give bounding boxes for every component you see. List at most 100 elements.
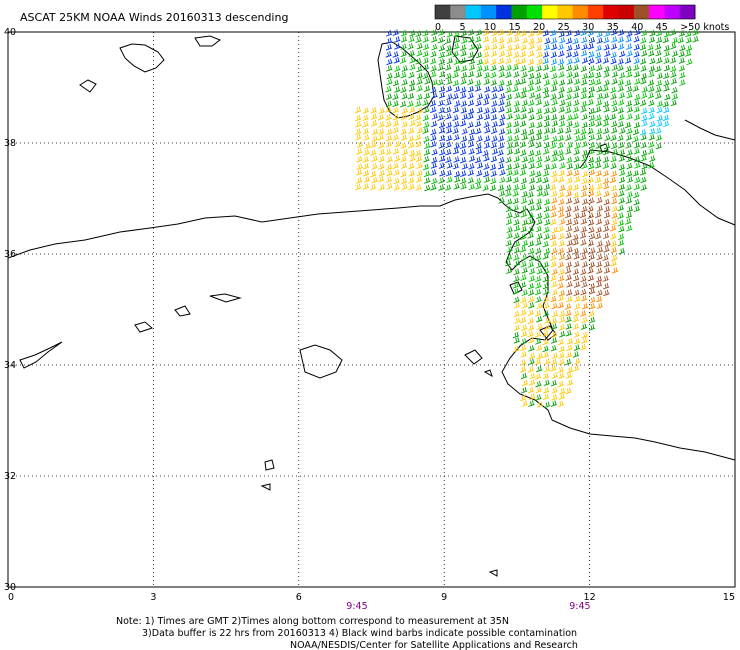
wind-barb [505, 267, 513, 274]
wind-barb [513, 51, 520, 59]
wind-barb [678, 50, 685, 58]
wind-barb [544, 358, 551, 365]
wind-barb [392, 126, 399, 134]
wind-barb [400, 162, 408, 170]
wind-barb [445, 50, 452, 57]
wind-barb [370, 141, 377, 148]
wind-barb [543, 120, 551, 128]
wind-barb [587, 127, 594, 135]
wind-barb [483, 107, 490, 114]
wind-barb [528, 50, 535, 57]
wind-barb [520, 260, 527, 268]
wind-barb [566, 218, 573, 226]
wind-barb [542, 338, 549, 346]
wind-barb [573, 260, 580, 268]
wind-barb [536, 218, 543, 225]
wind-barb [393, 184, 400, 191]
wind-barb [385, 163, 393, 171]
wind-barb [625, 43, 633, 50]
wind-barb [400, 71, 407, 79]
wind-barb [438, 155, 446, 162]
wind-barb [521, 267, 528, 274]
wind-barb [565, 93, 572, 101]
wind-barb [589, 316, 596, 324]
wind-barb [527, 58, 535, 66]
wind-barb [409, 63, 416, 71]
wind-barb [595, 51, 602, 59]
wind-barb [512, 282, 519, 289]
wind-barb [581, 113, 588, 121]
wind-barb [520, 344, 527, 351]
wind-barb [558, 268, 565, 276]
wind-barb [572, 106, 579, 113]
wind-barb [542, 176, 549, 184]
wind-barb [498, 128, 506, 135]
wind-barb [603, 219, 610, 226]
wind-barb [446, 30, 454, 38]
wind-barb [581, 121, 588, 129]
wind-barb [685, 44, 693, 52]
wind-barb [603, 127, 610, 135]
wind-barb [520, 65, 527, 72]
wind-barb [527, 296, 535, 303]
wind-barb [460, 50, 467, 57]
wind-barb [467, 169, 475, 176]
wind-barb [640, 37, 647, 44]
wind-barb [370, 106, 377, 114]
wind-barb [392, 113, 400, 121]
coastline-libya [551, 419, 736, 461]
wind-barb [655, 92, 662, 99]
wind-barb [460, 148, 467, 156]
wind-barb [611, 148, 619, 156]
wind-barb [671, 93, 678, 100]
wind-barb [618, 114, 625, 121]
wind-barb [670, 65, 677, 73]
wind-barb [528, 30, 535, 37]
wind-barb [378, 128, 385, 135]
colorbar-label: 5 [460, 22, 466, 33]
wind-barb [520, 92, 527, 99]
wind-barb [566, 225, 573, 233]
note-line-3: NOAA/NESDIS/Center for Satellite Applica… [290, 640, 578, 650]
wind-barb [401, 107, 408, 114]
wind-barb [617, 43, 625, 50]
wind-barb [437, 99, 444, 107]
wind-barb [603, 211, 611, 219]
wind-barb [566, 78, 574, 85]
wind-barb [604, 240, 611, 247]
colorbar-outline [434, 4, 696, 20]
wind-barb [656, 29, 663, 37]
wind-barb [445, 121, 453, 129]
wind-barb [573, 337, 581, 345]
wind-barb [438, 91, 446, 99]
wind-barb [424, 142, 431, 150]
wind-barb [385, 37, 393, 45]
wind-barb [460, 170, 467, 177]
island-menorca [194, 35, 222, 47]
wind-barb [603, 182, 610, 190]
wind-barb [429, 100, 437, 107]
wind-barb [580, 226, 587, 233]
wind-barb [461, 37, 468, 44]
wind-barb [580, 275, 587, 283]
wind-barb [445, 169, 453, 177]
wind-barb [536, 36, 543, 44]
wind-barb [648, 36, 656, 44]
wind-barb [422, 43, 430, 51]
wind-barb [557, 301, 564, 309]
wind-barb [618, 163, 625, 171]
wind-barb [489, 184, 497, 192]
wind-barb [587, 29, 594, 36]
wind-barb [423, 106, 430, 114]
wind-barb [535, 386, 542, 394]
wind-barb [394, 155, 401, 162]
wind-barb [535, 98, 543, 106]
wind-barb [498, 197, 505, 204]
wind-barb [452, 50, 459, 58]
wind-barb [422, 29, 429, 37]
wind-barb [572, 268, 579, 275]
wind-barb [692, 36, 699, 43]
wind-barb [611, 254, 618, 261]
wind-barb [595, 190, 602, 197]
wind-barb [595, 78, 602, 86]
